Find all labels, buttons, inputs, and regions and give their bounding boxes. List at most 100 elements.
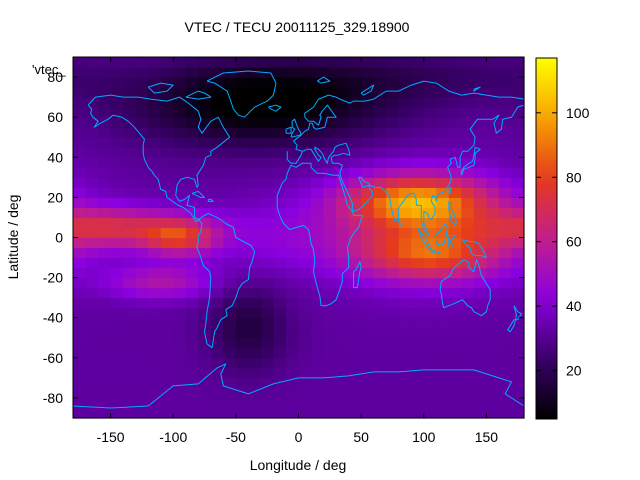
heatmap-cell	[361, 337, 375, 349]
heatmap-cell	[461, 397, 475, 409]
heatmap-cell	[423, 127, 437, 138]
heatmap-cell	[511, 407, 525, 419]
coastline	[147, 82, 174, 94]
colorbar-gradient	[535, 57, 558, 420]
heatmap-cell	[361, 327, 375, 339]
heatmap-cell	[498, 97, 513, 108]
heatmap-cell	[198, 57, 212, 68]
heatmap-cell	[223, 367, 237, 379]
heatmap-cell	[73, 377, 87, 389]
y-tick-label: -60	[43, 350, 63, 366]
heatmap-cell	[298, 117, 312, 128]
heatmap-cell	[373, 137, 387, 148]
heatmap-cell	[448, 287, 462, 299]
heatmap-cell	[148, 277, 162, 289]
heatmap-cell	[185, 167, 199, 178]
heatmap-cell	[135, 137, 149, 148]
heatmap-cell	[160, 277, 174, 289]
heatmap-cell	[85, 227, 99, 239]
heatmap-cell	[473, 87, 488, 98]
heatmap-cell	[160, 257, 174, 269]
heatmap-cell	[398, 367, 412, 379]
heatmap-cell	[336, 287, 350, 299]
heatmap-cell	[285, 227, 300, 239]
heatmap-cell	[436, 337, 450, 349]
heatmap-cell	[361, 117, 375, 128]
heatmap-cell	[373, 397, 387, 409]
heatmap-cell	[323, 287, 337, 299]
heatmap-cell	[210, 297, 224, 309]
heatmap-cell	[110, 317, 124, 329]
heatmap-cell	[398, 117, 412, 128]
heatmap-cell	[98, 177, 112, 188]
heatmap-cell	[486, 177, 500, 188]
heatmap-cell	[473, 367, 488, 379]
heatmap-cell	[448, 387, 462, 399]
heatmap-cell	[436, 227, 450, 239]
heatmap-cell	[148, 97, 162, 108]
heatmap-cell	[323, 377, 337, 389]
heatmap-cell	[173, 87, 187, 98]
heatmap-cell	[285, 277, 300, 289]
heatmap-cell	[511, 107, 525, 118]
heatmap-cell	[336, 77, 350, 88]
heatmap-cell	[423, 377, 437, 389]
heatmap-cell	[148, 267, 162, 279]
heatmap-cell	[411, 347, 425, 359]
heatmap-cell	[323, 227, 337, 239]
coastline	[196, 212, 256, 349]
heatmap-cell	[511, 157, 525, 168]
heatmap-cell	[511, 237, 525, 249]
heatmap-cell	[223, 287, 237, 299]
heatmap-cell	[173, 167, 187, 178]
heatmap-cell	[185, 177, 199, 188]
heatmap-cell	[348, 157, 362, 168]
heatmap-cell	[235, 147, 249, 158]
heatmap-cell	[248, 57, 262, 68]
heatmap-cell	[148, 117, 162, 128]
heatmap-cell	[248, 327, 262, 339]
heatmap-cell	[348, 57, 362, 68]
heatmap-cell	[273, 57, 287, 68]
heatmap-cell	[461, 57, 475, 68]
heatmap-cell	[398, 67, 412, 78]
heatmap-cell	[298, 167, 312, 178]
heatmap-cell	[210, 347, 224, 359]
coastline	[185, 90, 212, 100]
heatmap-cell	[461, 317, 475, 329]
heatmap-cell	[248, 287, 262, 299]
heatmap-cell	[436, 377, 450, 389]
heatmap-cell	[123, 387, 137, 399]
heatmap-cell	[448, 317, 462, 329]
heatmap-cell	[73, 267, 87, 279]
colorbar-tick-label: 40	[566, 298, 582, 314]
heatmap-cell	[273, 217, 287, 229]
heatmap-cell	[198, 97, 212, 108]
heatmap-cell	[135, 257, 149, 269]
heatmap-cell	[173, 307, 187, 319]
heatmap-cell	[311, 177, 325, 188]
heatmap-cell	[348, 377, 362, 389]
coastline	[290, 118, 302, 138]
heatmap-cell	[486, 117, 500, 128]
heatmap-cell	[311, 57, 325, 68]
heatmap-cell	[411, 57, 425, 68]
heatmap-cell	[361, 317, 375, 329]
heatmap-cell	[361, 237, 375, 249]
heatmap-cell	[436, 97, 450, 108]
heatmap-cell	[73, 67, 87, 78]
heatmap-cell	[273, 207, 287, 219]
heatmap-cell	[198, 387, 212, 399]
heatmap-cell	[273, 307, 287, 319]
heatmap-cell	[198, 137, 212, 148]
heatmap-cell	[336, 257, 350, 269]
heatmap-cell	[185, 137, 199, 148]
heatmap-cell	[323, 157, 337, 168]
heatmap-cell	[448, 147, 462, 158]
heatmap-cell	[436, 117, 450, 128]
heatmap-cell	[348, 227, 362, 239]
heatmap-cell	[498, 347, 513, 359]
heatmap-cell	[185, 157, 199, 168]
heatmap-cell	[398, 57, 412, 68]
heatmap-cell	[98, 377, 112, 389]
